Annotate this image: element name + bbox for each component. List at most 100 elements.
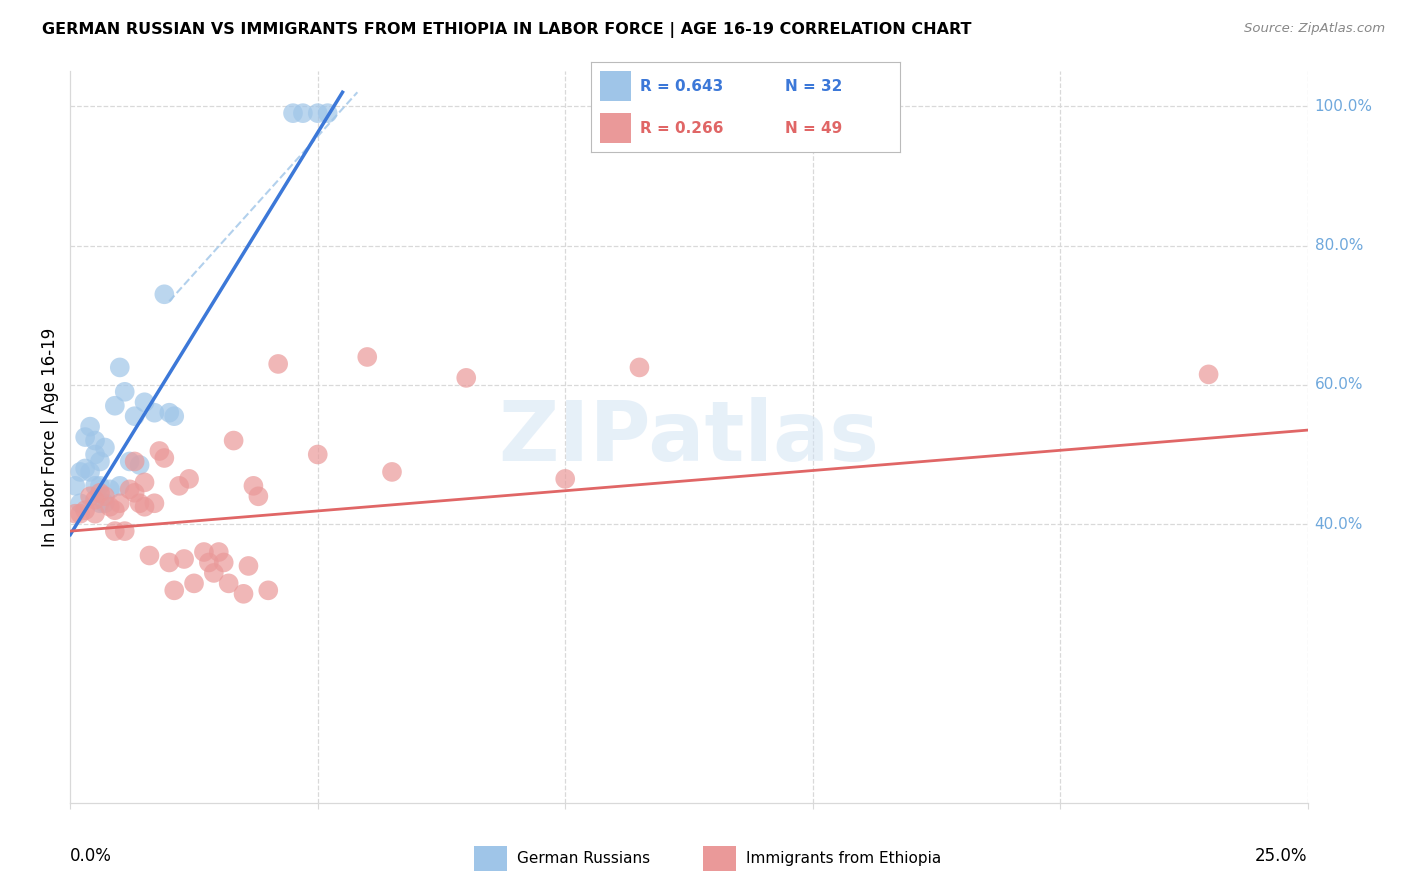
Point [69,507,91,521]
Point [167,479,190,493]
Point [381,465,404,479]
Point [202,566,225,580]
Point [75,430,97,444]
Point [124,454,146,468]
Point [218,576,240,591]
Point [65,479,87,493]
Text: German Russians: German Russians [516,851,650,866]
Point [238,558,260,573]
Point [84,448,107,462]
Text: Immigrants from Ethiopia: Immigrants from Ethiopia [747,851,941,866]
Point [94,496,117,510]
Point [291,106,314,120]
Point [208,545,231,559]
Text: N = 49: N = 49 [786,120,842,136]
Point [124,485,146,500]
Point [148,444,170,458]
Point [173,552,195,566]
Point [1198,368,1220,382]
Point [554,472,576,486]
Point [193,545,215,559]
Point [69,465,91,479]
Point [84,507,107,521]
Point [153,287,176,301]
Point [134,395,156,409]
Point [128,458,150,472]
Point [257,583,280,598]
Point [94,441,117,455]
Point [134,475,156,490]
Text: GERMAN RUSSIAN VS IMMIGRANTS FROM ETHIOPIA IN LABOR FORCE | AGE 16-19 CORRELATIO: GERMAN RUSSIAN VS IMMIGRANTS FROM ETHIOP… [42,22,972,38]
Point [157,556,180,570]
Point [108,479,131,493]
Point [143,496,166,510]
Text: 25.0%: 25.0% [1256,847,1308,864]
Point [242,479,264,493]
Point [79,465,101,479]
Point [104,399,127,413]
Text: 80.0%: 80.0% [1315,238,1362,253]
Point [118,454,141,468]
Point [128,496,150,510]
Point [114,524,136,538]
Point [232,587,254,601]
Bar [474,847,508,871]
Text: 0.0%: 0.0% [70,847,112,864]
Point [183,576,205,591]
Point [307,106,329,120]
Point [456,371,478,385]
Point [628,360,651,375]
Point [89,479,111,493]
Point [138,549,160,563]
Point [75,503,97,517]
Point [84,479,107,493]
Point [356,350,378,364]
Point [124,409,146,424]
Point [281,106,304,120]
Point [222,434,245,448]
Point [247,489,270,503]
Point [163,583,186,598]
Point [108,496,131,510]
Text: Source: ZipAtlas.com: Source: ZipAtlas.com [1244,22,1385,36]
Point [198,556,221,570]
Point [98,500,121,514]
Point [163,409,186,424]
Point [307,448,329,462]
Point [114,384,136,399]
Point [79,419,101,434]
Text: R = 0.643: R = 0.643 [640,78,723,94]
Point [69,496,91,510]
Text: 100.0%: 100.0% [1315,99,1372,113]
Text: 40.0%: 40.0% [1315,516,1362,532]
Bar [600,71,631,101]
Point [89,496,111,510]
Point [84,492,107,507]
Bar [703,847,737,871]
Point [79,489,101,503]
Point [89,485,111,500]
Point [75,461,97,475]
Text: N = 32: N = 32 [786,78,842,94]
Point [104,524,127,538]
Point [108,360,131,375]
Point [98,483,121,497]
Point [84,434,107,448]
Bar [600,113,631,143]
Point [134,500,156,514]
Point [104,503,127,517]
Text: R = 0.266: R = 0.266 [640,120,724,136]
Point [118,483,141,497]
Point [177,472,200,486]
Point [212,556,235,570]
Point [94,489,117,503]
Point [267,357,290,371]
Text: 60.0%: 60.0% [1315,377,1362,392]
Point [89,454,111,468]
Point [65,507,87,521]
Y-axis label: In Labor Force | Age 16-19: In Labor Force | Age 16-19 [41,327,59,547]
Point [316,106,339,120]
Point [157,406,180,420]
Point [143,406,166,420]
Point [153,450,176,465]
